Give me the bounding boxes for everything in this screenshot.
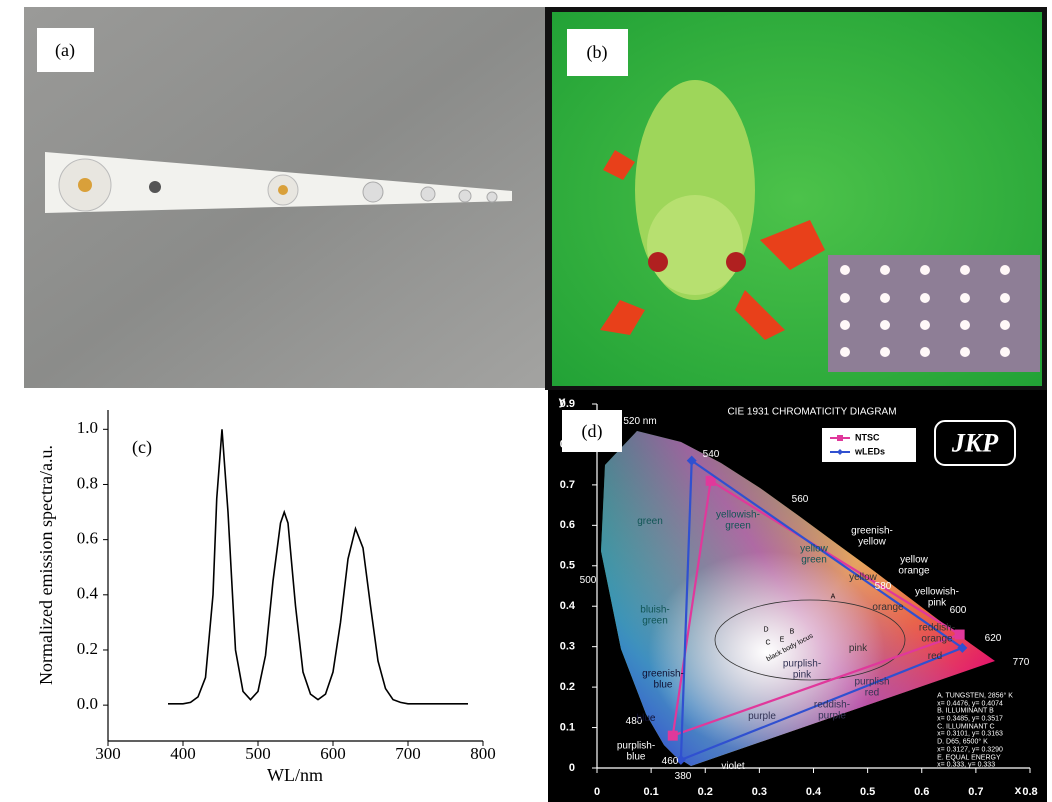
annotation: 620 xyxy=(985,634,1002,645)
legend-marker xyxy=(837,435,843,441)
annotation: yellow orange xyxy=(898,556,929,577)
x-tick-label: 0.1 xyxy=(643,786,658,798)
annotation: A. TUNGSTEN, 2856° K x= 0.4476, y= 0.407… xyxy=(937,693,1013,770)
led xyxy=(78,178,92,192)
annotation: bluish- green xyxy=(640,606,669,627)
x-tick-label: 400 xyxy=(170,744,196,763)
y-tick-label: 0.6 xyxy=(560,519,575,531)
led xyxy=(487,192,497,202)
annotation: JKP xyxy=(952,429,998,456)
led xyxy=(278,185,288,195)
x-tick-label: 500 xyxy=(245,744,271,763)
frog-eye xyxy=(726,252,746,272)
x-tick-label: 0.3 xyxy=(752,786,767,798)
y-tick-label: 1.0 xyxy=(77,418,98,437)
panel-label: (a) xyxy=(55,40,75,61)
hole xyxy=(149,181,161,193)
y-tick-label: 0.0 xyxy=(77,694,98,713)
marker xyxy=(955,630,965,640)
annotation: purplish red xyxy=(854,678,889,699)
x-tick-label: 0.4 xyxy=(806,786,822,798)
annotation: greenish- yellow xyxy=(851,527,893,548)
annotation: blue xyxy=(637,714,656,725)
annotation: purplish- blue xyxy=(617,742,655,763)
x-tick-label: 0.5 xyxy=(860,786,875,798)
panel-label: (c) xyxy=(132,437,152,458)
y-axis-label: y xyxy=(559,394,566,408)
annotation: 500 xyxy=(580,576,597,587)
led xyxy=(363,182,383,202)
annotation: 540 xyxy=(703,450,720,461)
y-tick-label: 0.6 xyxy=(77,529,98,548)
figure: (a) (b) (c) (d) 300 400 500 600 700 800 0.0 0.2… xyxy=(0,0,1052,802)
x-axis-label: WL/nm xyxy=(267,765,323,785)
y-tick-label: 0.8 xyxy=(560,438,575,450)
x-tick-label: 300 xyxy=(95,744,121,763)
x-tick-label: 0 xyxy=(594,786,600,798)
y-tick-label: 0.4 xyxy=(560,600,576,612)
led xyxy=(459,190,471,202)
x-tick-label: 0.2 xyxy=(698,786,713,798)
x-tick-label: 600 xyxy=(320,744,346,763)
x-tick-label: 800 xyxy=(470,744,496,763)
annotation: C xyxy=(765,639,770,646)
x-tick-label: 0.8 xyxy=(1022,786,1037,798)
annotation: purplish- pink xyxy=(783,660,821,681)
annotation: orange xyxy=(872,603,903,614)
annotation: D xyxy=(763,626,768,633)
y-tick-label: 0.5 xyxy=(560,560,575,572)
annotation: E xyxy=(780,636,785,643)
x-tick-label: 0.7 xyxy=(968,786,983,798)
annotation: greenish- blue xyxy=(642,670,684,691)
annotation: purple xyxy=(748,712,776,723)
figure-canvas: (a) (b) (c) (d) 300 400 500 600 700 800 0.0 0.2… xyxy=(0,0,1052,802)
annotation: red xyxy=(928,652,942,663)
y-tick-label: 0.7 xyxy=(560,479,575,491)
y-tick-label: 0 xyxy=(569,762,575,774)
annotation: 380 xyxy=(675,772,692,783)
annotation: yellowish- green xyxy=(716,511,760,532)
annotation: reddish- orange xyxy=(919,624,955,645)
annotation: violet xyxy=(721,762,744,773)
annotation: 560 xyxy=(792,495,809,506)
annotation: yellowish- pink xyxy=(915,588,959,609)
y-tick-label: 0.1 xyxy=(560,721,575,733)
annotation: green xyxy=(637,517,663,528)
annotation: 580 xyxy=(875,582,892,593)
legend-label: wLEDs xyxy=(854,446,885,456)
annotation: reddish- purple xyxy=(814,701,850,722)
annotation: yellow green xyxy=(800,545,828,566)
frog-eye xyxy=(648,252,668,272)
annotation: A xyxy=(831,593,836,600)
annotation: 770 xyxy=(1013,658,1030,669)
chart-title: CIE 1931 CHROMATICITY DIAGRAM xyxy=(727,407,896,418)
x-axis-label: x xyxy=(1015,783,1022,797)
legend-label: NTSC xyxy=(855,432,880,442)
x-tick-label: 700 xyxy=(395,744,421,763)
y-tick-label: 0.8 xyxy=(77,473,98,492)
led xyxy=(421,187,435,201)
annotation: pink xyxy=(849,644,867,655)
frog-head xyxy=(647,195,743,295)
panel-label: (d) xyxy=(582,421,603,442)
series-line xyxy=(168,429,468,703)
y-tick-label: 0.2 xyxy=(560,681,575,693)
y-axis-label: Normalized emission spectra/a.u. xyxy=(36,445,56,685)
annotation: 520 nm xyxy=(623,417,656,428)
panel-label: (b) xyxy=(587,42,608,63)
annotation: yellow xyxy=(849,573,877,584)
annotation: B xyxy=(790,628,795,635)
y-tick-label: 0.4 xyxy=(77,584,99,603)
annotation: 460 xyxy=(662,757,679,768)
x-tick-label: 0.6 xyxy=(914,786,929,798)
y-tick-label: 0.3 xyxy=(560,641,575,653)
y-tick-label: 0.2 xyxy=(77,639,98,658)
marker xyxy=(668,731,678,741)
